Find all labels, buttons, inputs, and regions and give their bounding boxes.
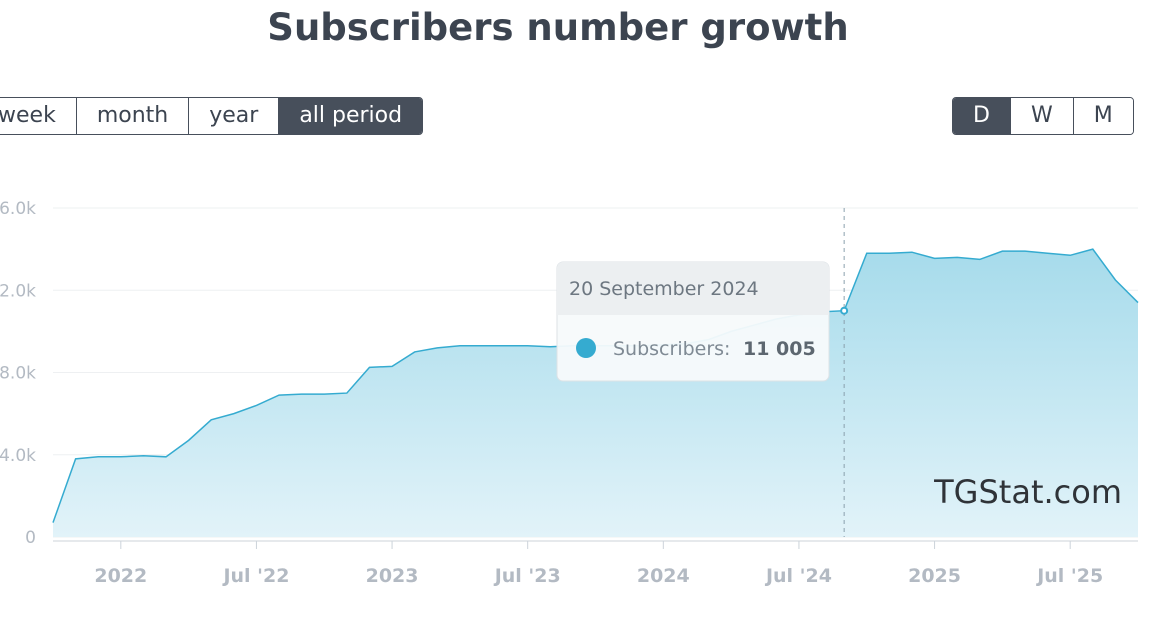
watermark: TGStat.com xyxy=(933,473,1122,511)
toggle-button[interactable]: D xyxy=(953,98,1010,134)
x-tick-label: 2022 xyxy=(94,565,147,587)
y-tick-label: 8.0k xyxy=(0,364,36,384)
toggle-button[interactable]: all period xyxy=(278,98,423,134)
x-tick-label: 2024 xyxy=(637,565,690,587)
x-tick-label: Jul '23 xyxy=(493,565,561,587)
tooltip-marker xyxy=(576,338,596,358)
y-tick-label: 12.0k xyxy=(0,281,36,301)
toggle-button[interactable]: week xyxy=(0,98,76,134)
period-buttons: week month year all period xyxy=(0,97,424,135)
x-tick-label: Jul '24 xyxy=(764,565,832,587)
toggle-button[interactable]: M xyxy=(1072,98,1133,134)
tooltip-value: 11 005 xyxy=(743,338,816,360)
title: Subscribers number growth xyxy=(267,6,849,49)
area xyxy=(53,249,1138,537)
tooltip-title: 20 September 2024 xyxy=(569,278,759,300)
toggle-button[interactable]: year xyxy=(188,98,279,134)
y-tick-label: 16.0k xyxy=(0,199,36,219)
y-tick-label: 4.0k xyxy=(0,446,36,466)
toggle-button[interactable]: month xyxy=(75,98,189,134)
tooltip: 20 September 2024 Subscribers: 11 005 xyxy=(556,261,830,382)
tooltip-header xyxy=(557,262,829,315)
tooltip-label: Subscribers: xyxy=(613,338,730,360)
x-tick-label: Jul '25 xyxy=(1035,565,1103,587)
x-tick-label: Jul '22 xyxy=(221,565,289,587)
x-tick-label: 2025 xyxy=(908,565,961,587)
x-tick-label: 2023 xyxy=(366,565,419,587)
hover-point xyxy=(840,306,849,315)
toggle-button[interactable]: W xyxy=(1009,98,1073,134)
y-tick-label: 0 xyxy=(25,528,36,548)
